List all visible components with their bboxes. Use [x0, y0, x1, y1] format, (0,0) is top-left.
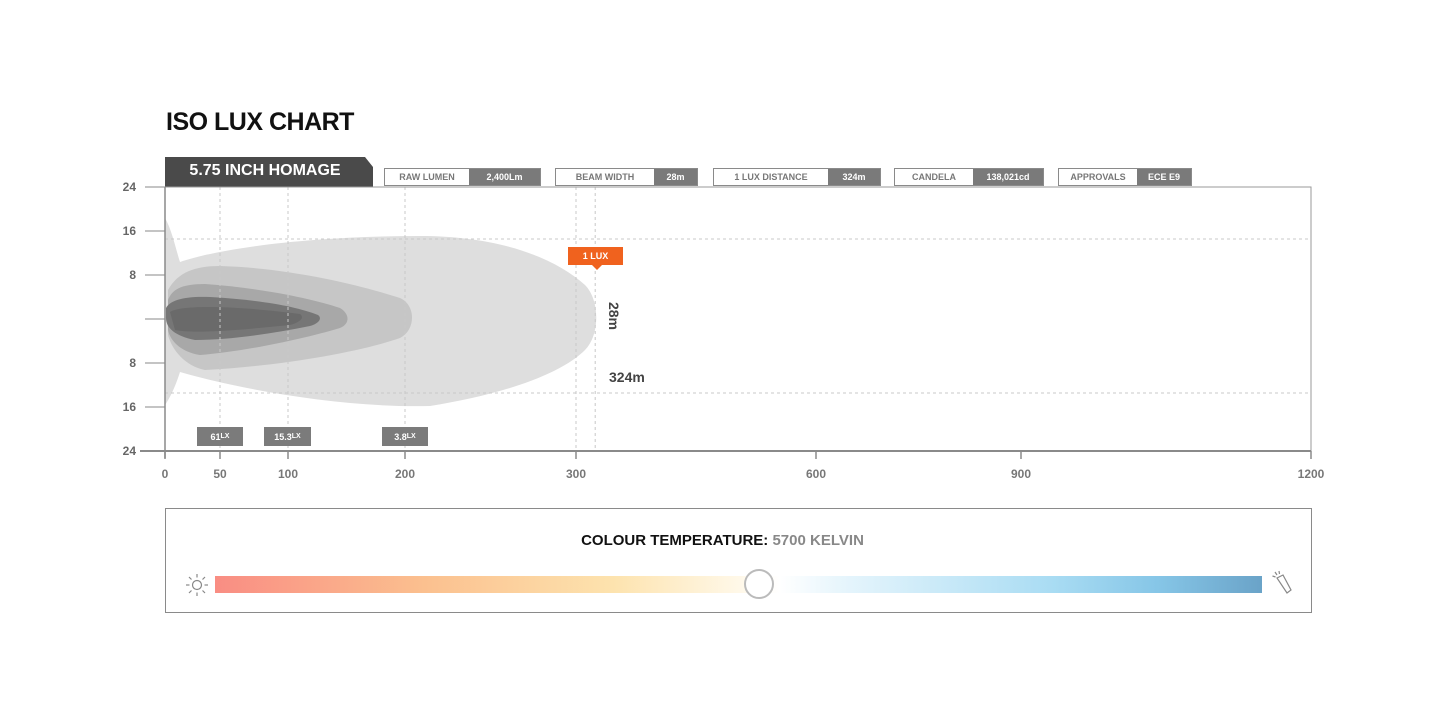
lux-unit: LX [406, 433, 416, 440]
x-tick-label: 900 [1010, 467, 1032, 481]
colour-temperature-knob[interactable] [744, 569, 775, 599]
lux-value: 15.3 [274, 431, 292, 442]
spec-1lux-distance: 1 LUX DISTANCE 324m [713, 168, 881, 186]
colour-temperature-bar [215, 576, 1262, 593]
model-tab: 5.75 INCH HOMAGE [165, 157, 373, 187]
beam-width-label: 28m [606, 301, 623, 331]
spec-approvals: APPROVALS ECE E9 [1058, 168, 1192, 186]
model-tab-shape [165, 157, 373, 187]
lux-value: 3.8 [394, 431, 407, 442]
spec-candela: CANDELA 138,021cd [894, 168, 1044, 186]
colour-temperature-panel [165, 508, 1312, 613]
y-tick-label: 24 [122, 444, 136, 458]
lux-unit: LX [220, 433, 230, 440]
spec-label: 1 LUX DISTANCE [714, 169, 828, 185]
y-tick-label: 24 [122, 180, 136, 194]
x-tick-label: 0 [161, 467, 169, 481]
lux-marker-61: 61 LX [197, 427, 243, 446]
spec-label: APPROVALS [1059, 169, 1137, 185]
spec-raw-lumen: RAW LUMEN 2,400Lm [384, 168, 541, 186]
page-title: ISO LUX CHART [166, 108, 354, 136]
x-tick-label: 100 [277, 467, 299, 481]
flashlight-icon [1272, 570, 1292, 594]
spec-value: 28m [654, 169, 697, 185]
colour-temperature-label: COLOUR TEMPERATURE: [581, 532, 769, 549]
colour-temperature-title: COLOUR TEMPERATURE: 5700 KELVIN [0, 532, 1445, 549]
lux-unit: LX [291, 433, 301, 440]
spec-beam-width: BEAM WIDTH 28m [555, 168, 698, 186]
x-tick-label: 300 [565, 467, 587, 481]
1-lux-badge: 1 LUX [568, 247, 623, 265]
colour-temperature-value: 5700 KELVIN [772, 532, 864, 549]
spec-label: RAW LUMEN [385, 169, 469, 185]
lux-marker-15-3: 15.3 LX [264, 427, 311, 446]
y-tick-label: 8 [129, 356, 136, 370]
y-tick-label: 16 [122, 400, 136, 414]
x-tick-label: 600 [805, 467, 827, 481]
y-tick-label: 8 [129, 268, 136, 282]
spec-value: ECE E9 [1137, 169, 1191, 185]
spec-value: 138,021cd [973, 169, 1043, 185]
x-tick-label: 200 [394, 467, 416, 481]
spec-label: CANDELA [895, 169, 973, 185]
distance-label: 324m [609, 369, 645, 385]
gridlines [165, 187, 1311, 451]
x-tick-marks [164, 451, 1312, 459]
y-tick-label: 16 [122, 224, 136, 238]
spec-value: 324m [828, 169, 880, 185]
x-tick-label: 50 [213, 467, 227, 481]
lux-value: 61 [210, 431, 221, 442]
sun-icon [186, 574, 208, 596]
lux-marker-3-8: 3.8 LX [382, 427, 428, 446]
x-tick-label: 1200 [1297, 467, 1325, 481]
spec-label: BEAM WIDTH [556, 169, 654, 185]
spec-value: 2,400Lm [469, 169, 540, 185]
model-name: 5.75 INCH HOMAGE [189, 162, 341, 179]
1-lux-badge-pointer [592, 265, 602, 270]
contour-61lx [166, 296, 320, 340]
y-tick-marks [145, 186, 165, 452]
